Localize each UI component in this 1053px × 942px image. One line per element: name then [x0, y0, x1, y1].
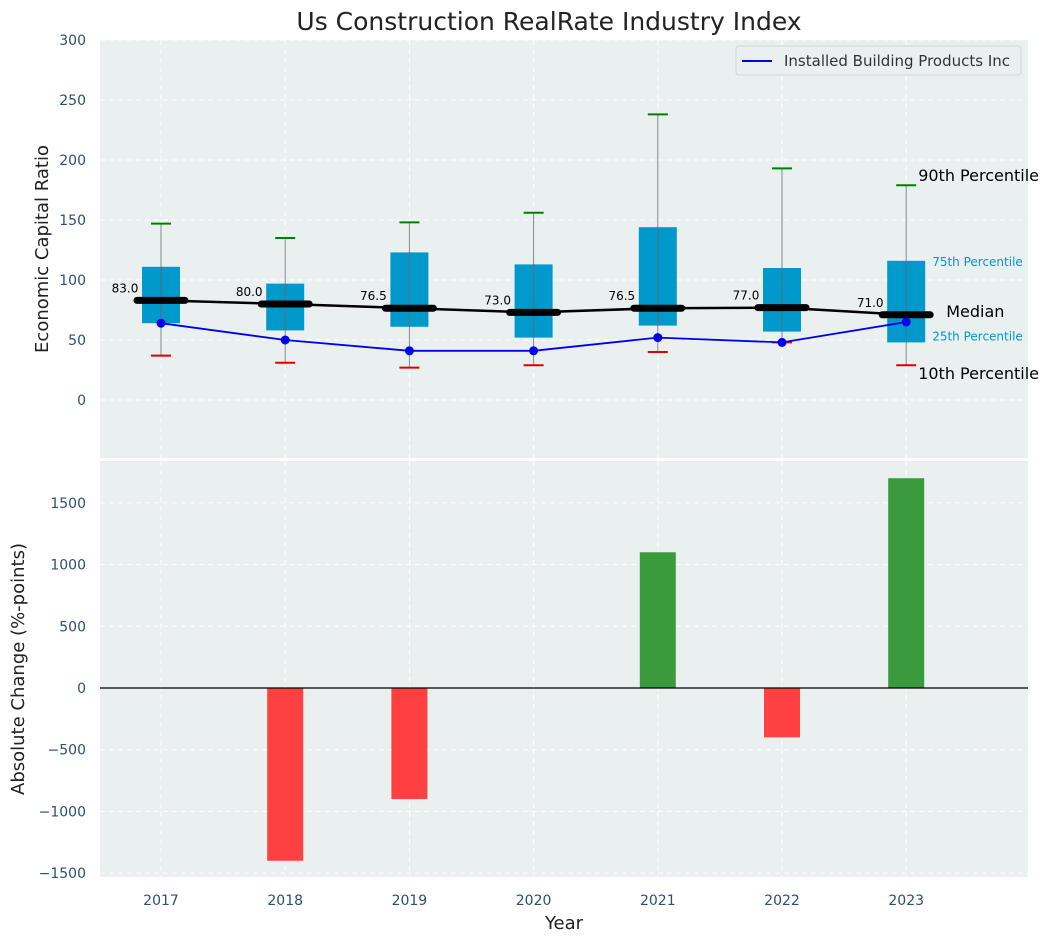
bar-negative [391, 688, 428, 800]
median-value-label: 77.0 [733, 289, 760, 303]
top-y-tick-label: 200 [59, 153, 86, 169]
top-y-ticks: 300 250 200 150 100 50 0 [59, 33, 86, 409]
company-series-point [280, 335, 290, 345]
bar-negative [267, 688, 304, 861]
change-bars [267, 478, 925, 861]
top-y-tick-label: 100 [59, 273, 86, 289]
bottom-y-tick-label: 1500 [50, 496, 86, 512]
bottom-y-tick-label: 1000 [50, 558, 86, 574]
annotation-p75: 75th Percentile [932, 255, 1023, 269]
x-axis-label: Year [544, 913, 584, 934]
company-series-point [529, 346, 539, 356]
bottom-y-tick-label: −1500 [39, 866, 86, 882]
median-value-label: 71.0 [857, 296, 884, 310]
bottom-plot-background [100, 461, 1028, 877]
annotation-p25: 25th Percentile [932, 329, 1023, 343]
annotation-p10: 10th Percentile [918, 364, 1039, 383]
annotation-median: Median [946, 302, 1004, 321]
legend-label: Installed Building Products Inc [784, 52, 1010, 70]
legend: Installed Building Products Inc [735, 45, 1022, 76]
bottom-y-axis-label: Absolute Change (%-points) [8, 543, 29, 795]
bar-negative [764, 688, 800, 738]
legend-box [735, 45, 1022, 76]
company-series-point [901, 317, 911, 327]
bottom-y-tick-label: −1000 [39, 804, 86, 820]
company-series-point [777, 337, 787, 347]
x-tick-label: 2021 [640, 893, 676, 909]
median-value-label: 80.0 [236, 285, 263, 299]
percentile-annotations: 90th Percentile 75th Percentile Median 25th… [918, 166, 1039, 383]
x-tick-label: 2017 [143, 893, 179, 909]
series-lines: 83.0 80.0 76.5 73.0 76.5 77.0 71.0 [112, 281, 934, 356]
median-value-label: 83.0 [112, 281, 139, 295]
x-tick-label: 2019 [392, 893, 428, 909]
company-series-point [156, 318, 166, 328]
top-y-tick-label: 0 [77, 393, 86, 409]
median-value-label: 76.5 [360, 289, 387, 303]
median-value-label: 73.0 [484, 293, 511, 307]
top-y-tick-label: 250 [59, 93, 86, 109]
x-tick-label: 2020 [516, 893, 552, 909]
top-panel: 300 250 200 150 100 50 0 83.0 80.0 76.5 73.0 76.5 7… [32, 33, 1039, 458]
chart-title: Us Construction RealRate Industry Index [296, 7, 801, 36]
bottom-y-tick-label: −500 [48, 743, 86, 759]
bottom-y-tick-label: 500 [59, 619, 86, 635]
x-ticks: 2017 2018 2019 2020 2021 2022 2023 [143, 893, 924, 909]
bar-positive [888, 478, 925, 688]
bar-positive [639, 552, 676, 688]
x-tick-label: 2022 [764, 893, 800, 909]
top-y-tick-label: 300 [59, 33, 86, 49]
bottom-y-tick-label: 0 [77, 681, 86, 697]
bottom-y-ticks: 1500 1000 500 0 −500 −1000 −1500 [39, 496, 86, 882]
median-value-label: 76.5 [608, 289, 635, 303]
top-y-tick-label: 50 [68, 333, 86, 349]
annotation-p90: 90th Percentile [918, 166, 1039, 185]
x-tick-label: 2018 [267, 893, 303, 909]
company-series-point [404, 346, 414, 356]
top-plot-background [100, 40, 1028, 458]
top-y-tick-label: 150 [59, 213, 86, 229]
company-series-point [653, 333, 663, 343]
x-tick-label: 2023 [888, 893, 924, 909]
top-y-axis-label: Economic Capital Ratio [32, 145, 53, 353]
